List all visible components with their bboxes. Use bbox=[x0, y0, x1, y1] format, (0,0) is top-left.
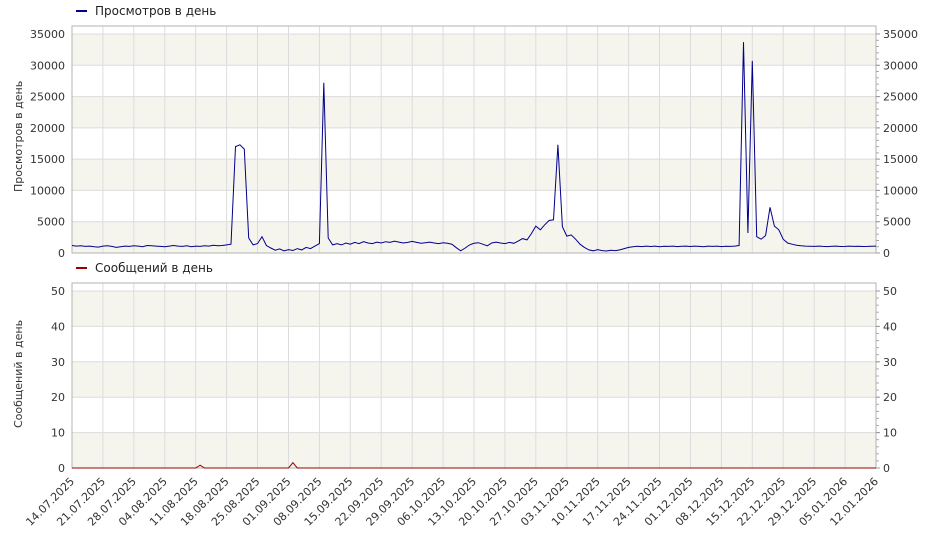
messages-y-tick-label: 50 bbox=[51, 285, 65, 298]
messages-y-tick-label: 10 bbox=[51, 427, 65, 440]
views-y-tick-label-right: 30000 bbox=[883, 59, 918, 72]
views-y-tick-label: 5000 bbox=[37, 216, 65, 229]
messages-y-tick-label-right: 0 bbox=[883, 462, 890, 475]
views-y-tick-label-right: 15000 bbox=[883, 153, 918, 166]
views-y-tick-label: 10000 bbox=[30, 184, 65, 197]
views-y-tick-label-right: 5000 bbox=[883, 216, 911, 229]
views-y-tick-label-right: 0 bbox=[883, 247, 890, 260]
messages-line-swatch-icon bbox=[76, 267, 87, 269]
views-chart: 0 0 5000 5000 10000 10000 15000 15000 20000 20000… bbox=[30, 25, 918, 260]
views-y-tick-label-right: 20000 bbox=[883, 122, 918, 135]
messages-y-tick-label: 40 bbox=[51, 320, 65, 333]
messages-y-tick-label-right: 20 bbox=[883, 391, 897, 404]
messages-y-tick-label: 20 bbox=[51, 391, 65, 404]
messages-y-tick-label-right: 10 bbox=[883, 427, 897, 440]
messages-y-tick-label-right: 40 bbox=[883, 320, 897, 333]
views-y-tick-label: 15000 bbox=[30, 153, 65, 166]
views-y-tick-label-right: 35000 bbox=[883, 28, 918, 41]
messages-legend: Сообщений в день bbox=[76, 261, 213, 275]
views-series-line bbox=[71, 42, 877, 252]
views-y-tick-label: 20000 bbox=[30, 122, 65, 135]
messages-y-axis-title: Сообщений в день bbox=[12, 319, 25, 428]
views-y-tick-label: 30000 bbox=[30, 59, 65, 72]
views-y-tick-label: 0 bbox=[58, 247, 65, 260]
messages-series-line bbox=[72, 461, 876, 469]
views-y-tick-label: 35000 bbox=[30, 28, 65, 41]
views-legend-label: Просмотров в день bbox=[95, 4, 217, 18]
views-legend: Просмотров в день bbox=[76, 4, 216, 18]
messages-y-tick-label-right: 30 bbox=[883, 356, 897, 369]
views-plot-border bbox=[71, 25, 877, 254]
messages-y-tick-label: 0 bbox=[58, 462, 65, 475]
views-y-tick-label: 25000 bbox=[30, 91, 65, 104]
views-line-swatch-icon bbox=[76, 10, 87, 12]
views-y-axis-title: Просмотров в день bbox=[12, 80, 25, 192]
messages-y-tick-label: 30 bbox=[51, 356, 65, 369]
messages-y-tick-label-right: 50 bbox=[883, 285, 897, 298]
messages-legend-label: Сообщений в день bbox=[95, 261, 213, 275]
views-y-tick-label-right: 10000 bbox=[883, 184, 918, 197]
views-y-tick-label-right: 25000 bbox=[883, 91, 918, 104]
